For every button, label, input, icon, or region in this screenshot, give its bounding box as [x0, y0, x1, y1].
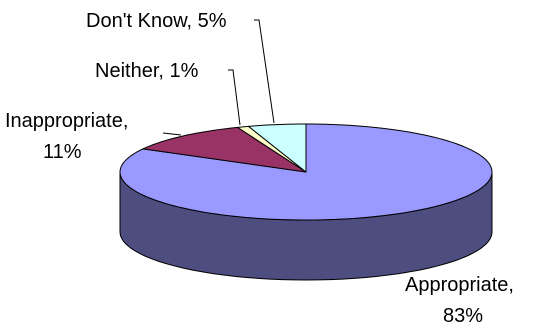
- label-inappropriate: Inappropriate,: [5, 110, 128, 132]
- pie-slice-don-t-know: [248, 123, 307, 173]
- leader-line-inappropriate: [162, 132, 182, 136]
- pie-slice-inappropriate: [142, 126, 307, 173]
- leader-line-neither: [228, 69, 241, 126]
- label-neither: Neither, 1%: [95, 60, 199, 82]
- pie-top-layer: [119, 123, 493, 221]
- label-appropriate-pct: 83%: [443, 305, 483, 326]
- label-inappropriate-pct: 11%: [43, 141, 82, 163]
- leader-line-dont-know: [254, 19, 275, 124]
- label-dont-know: Don't Know, 5%: [86, 10, 227, 32]
- label-appropriate: Appropriate,: [405, 274, 514, 296]
